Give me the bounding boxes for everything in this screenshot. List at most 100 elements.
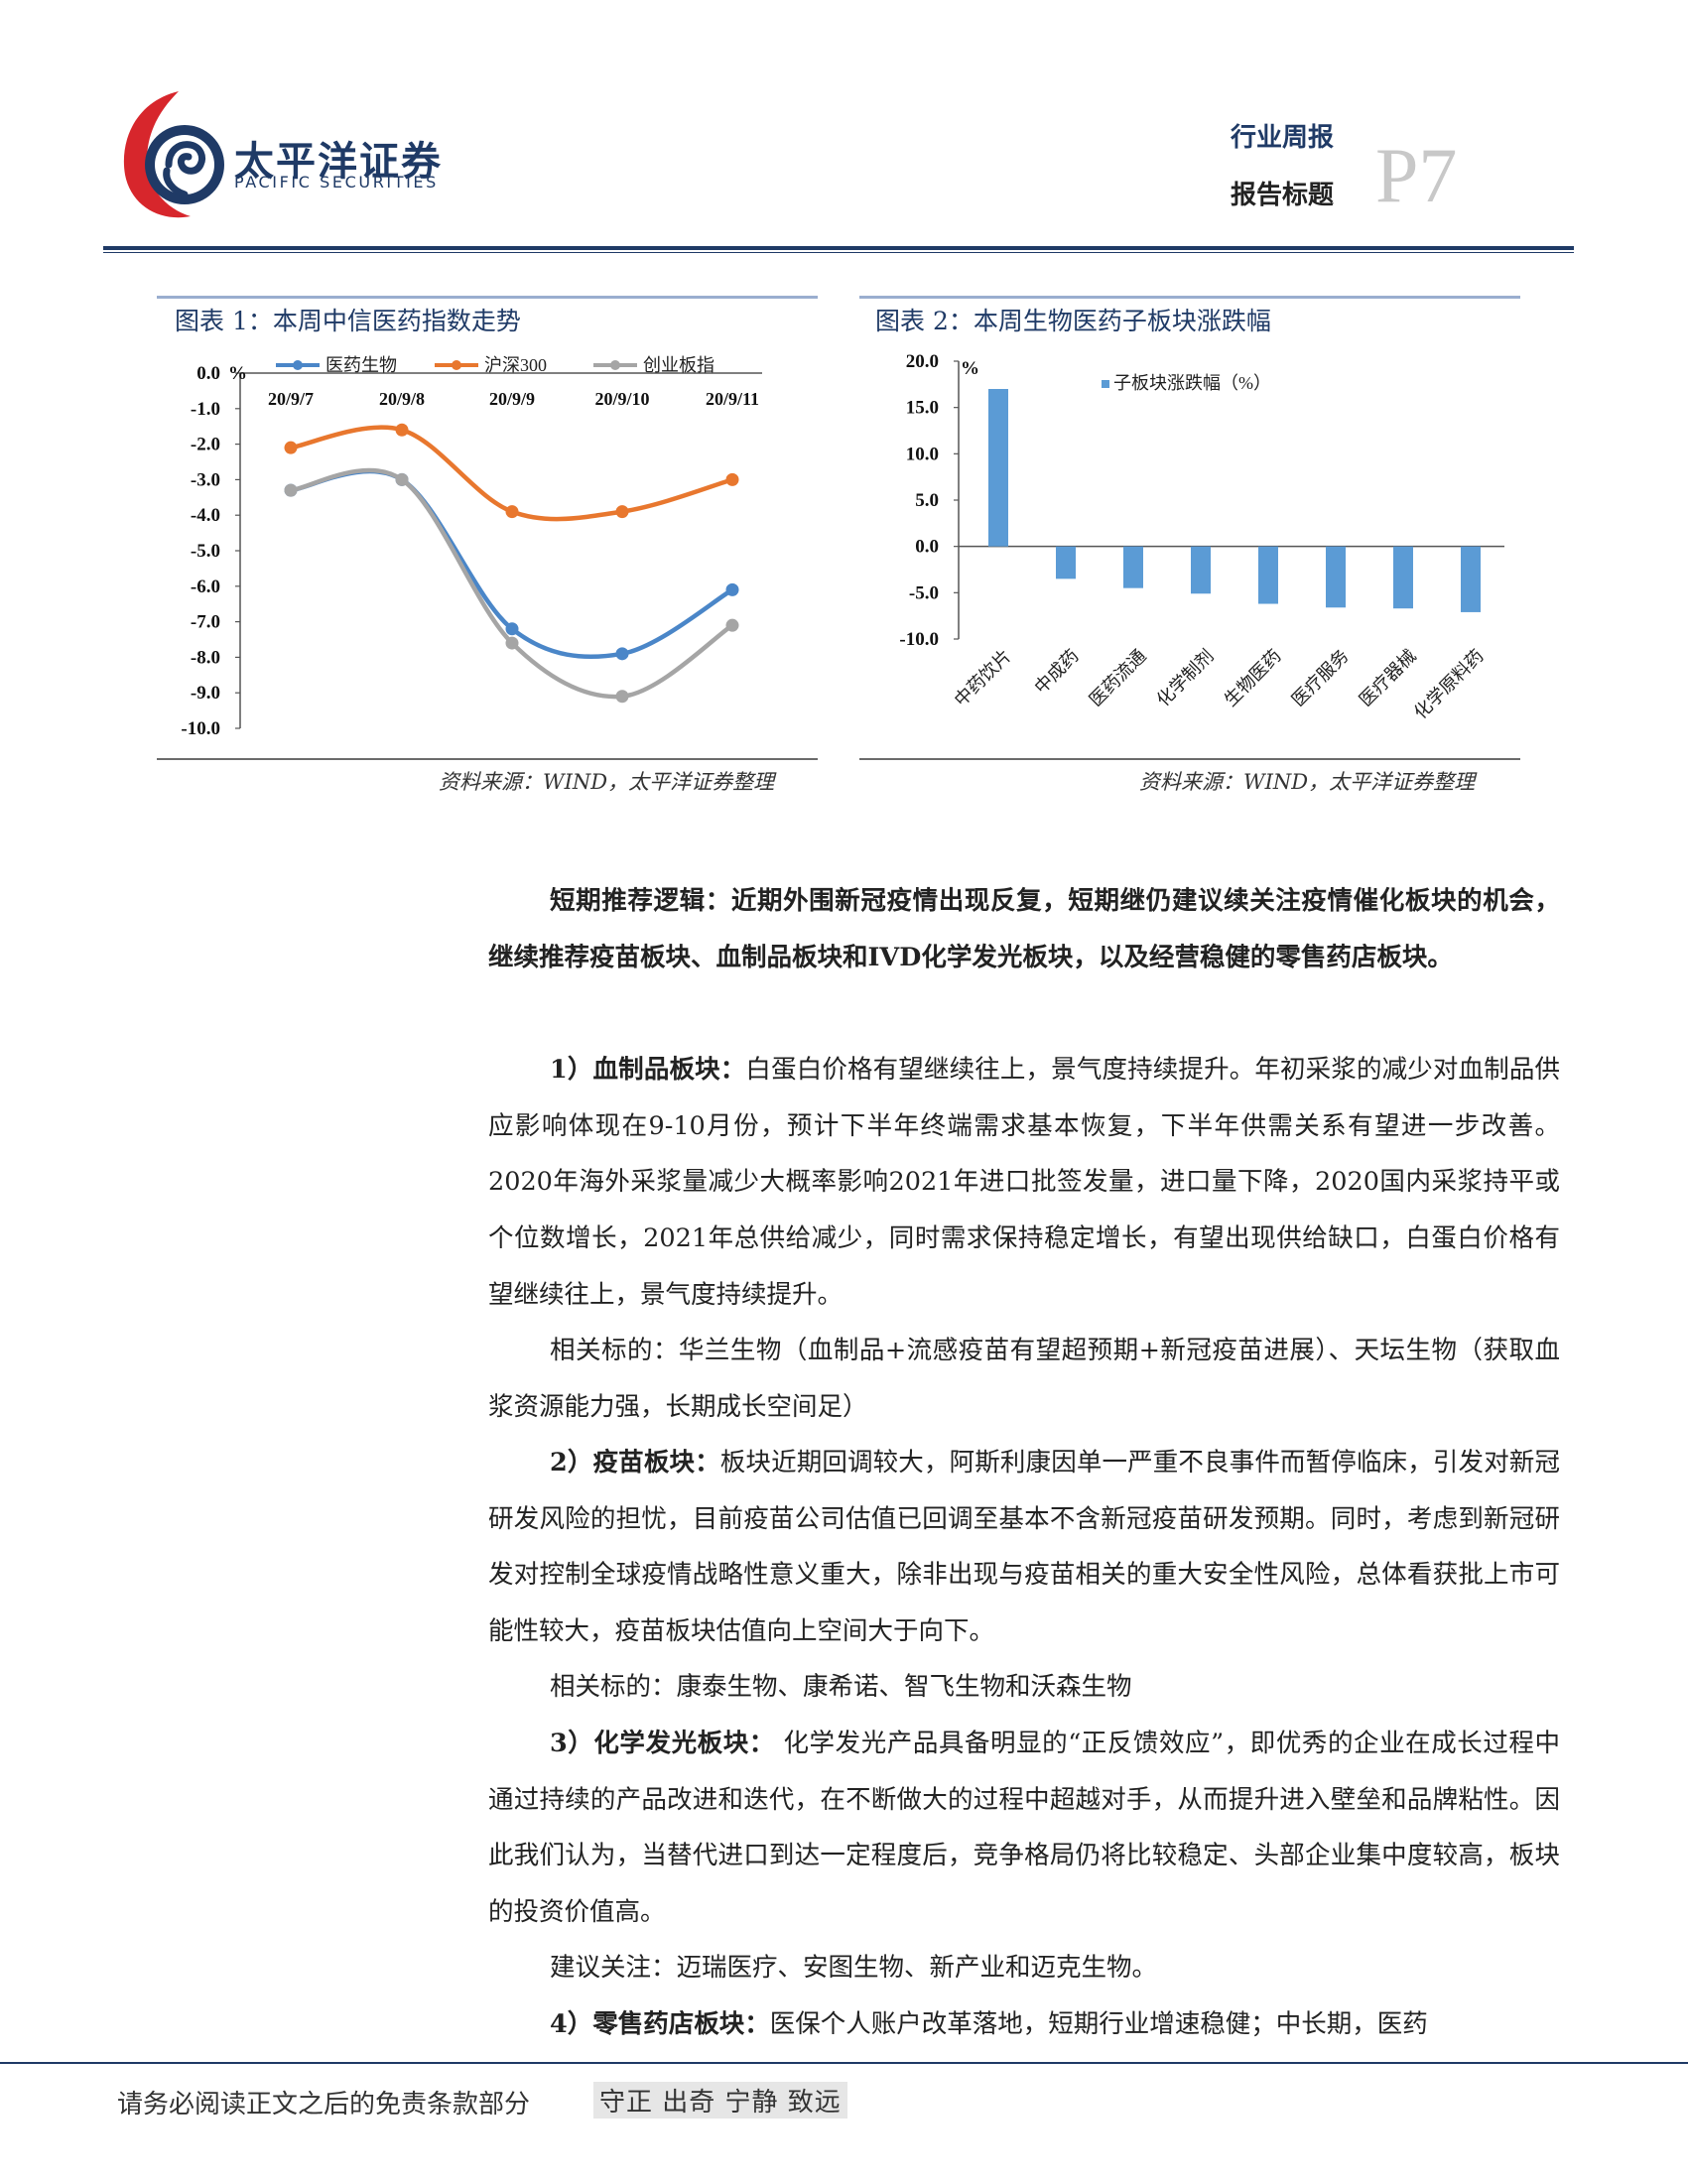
x-tick-label: 20/9/10 <box>594 389 649 409</box>
data-point <box>284 441 298 454</box>
x-tick-label: 生物医药 <box>1221 646 1285 710</box>
y-tick-label: 0.0 <box>915 537 939 558</box>
header-divider <box>103 246 1574 250</box>
legend-swatch-marker <box>293 360 303 370</box>
retail-pharmacy-text: 医保个人账户改革落地，短期行业增速稳健；中长期，医药 <box>769 2009 1428 2039</box>
bar <box>1056 546 1076 579</box>
y-tick-label: -5.0 <box>909 582 939 603</box>
bar <box>1258 546 1278 604</box>
figure1-source: 资料来源：WIND，太平洋证券整理 <box>439 770 775 794</box>
y-tick-label: -3.0 <box>191 469 220 490</box>
data-point <box>505 622 519 636</box>
legend-swatch <box>1102 380 1109 388</box>
x-tick-label: 20/9/9 <box>489 389 535 409</box>
y-tick-label: 0.0 <box>196 363 220 384</box>
plasma-heading: 1）血制品板块： <box>550 1055 746 1085</box>
y-tick-label: -5.0 <box>191 541 220 562</box>
y-tick-label: -8.0 <box>191 647 220 668</box>
x-tick-label: 化学原料药 <box>1410 646 1488 723</box>
y-unit-label: % <box>228 363 247 384</box>
figure1-bottom-rule <box>157 758 818 760</box>
y-tick-label: 10.0 <box>906 444 939 464</box>
data-point <box>284 483 298 497</box>
logo-chinese-name: 太平洋证券 <box>234 139 443 185</box>
vaccine-targets-text: 相关标的：康泰生物、康希诺、智飞生物和沃森生物 <box>550 1672 1132 1702</box>
data-point <box>395 472 409 486</box>
y-tick-label: -4.0 <box>191 505 220 526</box>
data-point <box>615 690 629 704</box>
x-tick-label: 化学制剂 <box>1153 646 1218 710</box>
y-tick-label: -7.0 <box>191 612 220 633</box>
chemiluminescence-targets-text: 建议关注：迈瑞医疗、安图生物、新产业和迈克生物。 <box>550 1953 1158 1983</box>
paragraph-chemiluminescence: 3）化学发光板块： 化学发光产品具备明显的“正反馈效应”，即优秀的企业在成长过程… <box>488 1716 1560 1941</box>
x-tick-label: 中药饮片 <box>951 646 1015 710</box>
x-tick-label: 20/9/8 <box>379 389 425 409</box>
figure2-caption-rule <box>859 296 1520 299</box>
y-tick-label: -9.0 <box>191 683 220 704</box>
x-tick-label: 医疗服务 <box>1288 646 1353 710</box>
x-tick-label: 20/9/7 <box>268 389 314 409</box>
data-point <box>505 636 519 650</box>
x-tick-label: 20/9/11 <box>706 389 759 409</box>
data-point <box>615 647 629 661</box>
bar <box>988 389 1008 547</box>
retail-pharmacy-heading: 4）零售药店板块： <box>550 2009 770 2039</box>
figure1-line-chart: 0.0 -1.0 -2.0 -3.0 -4.0 -5.0 -6.0 -7.0 -8.0 -9.0 -… <box>181 355 762 739</box>
x-tick-label: 医疗器械 <box>1356 646 1420 710</box>
vaccine-heading: 2）疫苗板块： <box>550 1448 720 1477</box>
bar <box>1123 546 1143 588</box>
y-unit-label: % <box>961 358 979 379</box>
legend-swatch-marker <box>452 360 461 370</box>
data-point <box>615 505 629 519</box>
data-point <box>725 582 739 596</box>
data-point <box>725 472 739 486</box>
y-tick-label: -6.0 <box>191 577 220 597</box>
vaccine-text: 板块近期回调较大，阿斯利康因单一严重不良事件而暂停临床，引发对新冠研发风险的担忧… <box>488 1448 1560 1647</box>
bar <box>1461 546 1481 612</box>
figure2-bottom-rule <box>859 758 1520 760</box>
data-point <box>395 423 409 437</box>
legend-label: 沪深300 <box>484 355 547 375</box>
y-tick-label: -10.0 <box>181 718 220 739</box>
plasma-targets-text: 相关标的：华兰生物（血制品+流感疫苗有望超预期+新冠疫苗进展）、天坛生物（获取血… <box>488 1336 1560 1422</box>
footer-motto: 守正 出奇 宁静 致远 <box>593 2082 847 2119</box>
figure2-caption: 图表 2：本周生物医药子板块涨跌幅 <box>875 307 1271 335</box>
x-tick-label: 中成药 <box>1031 646 1083 698</box>
short-term-logic-text: 短期推荐逻辑：近期外围新冠疫情出现反复，短期继仍建议续关注疫情催化板块的机会，继… <box>488 886 1560 972</box>
header-divider-thin <box>103 252 1574 253</box>
report-title: 报告标题 <box>1231 181 1335 210</box>
paragraph-retail-pharmacy: 4）零售药店板块：医保个人账户改革落地，短期行业增速稳健；中长期，医药 <box>488 1996 1560 2053</box>
footer-disclaimer: 请务必阅读正文之后的免责条款部分 <box>117 2090 531 2120</box>
report-type: 行业周报 <box>1231 123 1335 153</box>
figure1-caption-rule <box>157 296 818 299</box>
bar <box>1393 546 1413 609</box>
paragraph-short-term-logic: 短期推荐逻辑：近期外围新冠疫情出现反复，短期继仍建议续关注疫情催化板块的机会，继… <box>488 873 1560 985</box>
page-number: P7 <box>1375 132 1458 218</box>
data-point <box>725 618 739 632</box>
legend-label: 子板块涨跌幅（%） <box>1113 373 1271 393</box>
legend-label: 医药生物 <box>325 355 397 375</box>
paragraph-chemiluminescence-targets: 建议关注：迈瑞医疗、安图生物、新产业和迈克生物。 <box>488 1940 1560 1996</box>
chemiluminescence-heading: 3）化学发光板块： <box>550 1729 775 1758</box>
paragraph-vaccine-targets: 相关标的：康泰生物、康希诺、智飞生物和沃森生物 <box>488 1659 1560 1716</box>
pacific-securities-logo-icon <box>123 91 224 218</box>
legend-swatch-marker <box>610 360 620 370</box>
footer-divider <box>0 2062 1688 2064</box>
paragraph-plasma-targets: 相关标的：华兰生物（血制品+流感疫苗有望超预期+新冠疫苗进展）、天坛生物（获取血… <box>488 1323 1560 1435</box>
y-tick-label: 15.0 <box>906 398 939 419</box>
y-tick-label: 5.0 <box>915 490 939 511</box>
bar <box>1191 546 1211 594</box>
paragraph-vaccine: 2）疫苗板块：板块近期回调较大，阿斯利康因单一严重不良事件而暂停临床，引发对新冠… <box>488 1435 1560 1660</box>
y-tick-label: -10.0 <box>899 629 939 650</box>
figure1-caption: 图表 1：本周中信医药指数走势 <box>175 307 521 335</box>
y-tick-label: -1.0 <box>191 399 220 420</box>
y-tick-label: -2.0 <box>191 435 220 455</box>
figure2-source: 资料来源：WIND，太平洋证券整理 <box>1139 770 1476 794</box>
paragraph-plasma-products: 1）血制品板块：白蛋白价格有望继续往上，景气度持续提升。年初采浆的减少对血制品供… <box>488 1042 1560 1324</box>
bar <box>1326 546 1346 608</box>
legend-label: 创业板指 <box>643 355 714 375</box>
data-point <box>505 505 519 519</box>
y-tick-label: 20.0 <box>906 351 939 372</box>
chemiluminescence-text: 化学发光产品具备明显的“正反馈效应”，即优秀的企业在成长过程中通过持续的产品改进… <box>488 1729 1560 1928</box>
plasma-text: 白蛋白价格有望继续往上，景气度持续提升。年初采浆的减少对血制品供应影响体现在9-… <box>488 1055 1560 1310</box>
